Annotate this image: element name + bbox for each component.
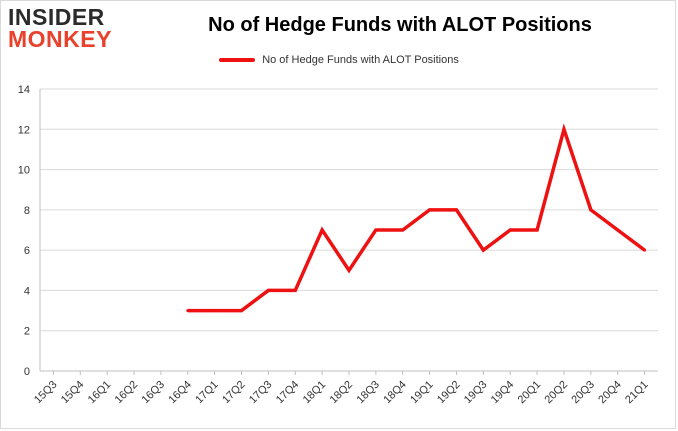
y-tick-label: 8 xyxy=(24,205,30,217)
data-point xyxy=(266,288,270,292)
data-point xyxy=(535,228,539,232)
y-tick-label: 4 xyxy=(24,285,30,297)
x-tick-label: 16Q1 xyxy=(86,379,114,407)
legend-label: No of Hedge Funds with ALOT Positions xyxy=(262,54,459,66)
x-tick-label: 21Q1 xyxy=(623,379,651,407)
x-tick-label: 18Q1 xyxy=(301,379,329,407)
x-tick-label: 17Q4 xyxy=(274,379,302,407)
data-point xyxy=(454,208,458,212)
x-tick-label: 19Q4 xyxy=(489,379,517,407)
data-point xyxy=(589,208,593,212)
x-tick-label: 18Q2 xyxy=(328,379,356,407)
x-tick-label: 17Q3 xyxy=(247,379,275,407)
data-point xyxy=(508,228,512,232)
x-tick-label: 15Q3 xyxy=(32,379,60,407)
y-tick-label: 14 xyxy=(18,84,30,96)
x-tick-label: 17Q1 xyxy=(193,379,221,407)
data-point xyxy=(293,288,297,292)
data-point xyxy=(374,228,378,232)
data-point xyxy=(643,248,647,252)
data-point xyxy=(481,248,485,252)
y-tick-label: 10 xyxy=(18,165,30,177)
x-tick-label: 19Q1 xyxy=(408,379,436,407)
x-tick-label: 20Q1 xyxy=(516,379,544,407)
x-tick-label: 15Q4 xyxy=(59,379,87,407)
logo-line-2: MONKEY xyxy=(8,26,112,52)
legend-swatch xyxy=(219,58,256,63)
series-line xyxy=(187,123,646,313)
x-tick-label: 20Q3 xyxy=(569,379,597,407)
x-tick-label: 19Q3 xyxy=(462,379,490,407)
x-tick-label: 18Q3 xyxy=(354,379,382,407)
data-point xyxy=(428,208,432,212)
x-tick-label: 19Q2 xyxy=(435,379,463,407)
x-tick-label: 17Q2 xyxy=(220,379,248,407)
y-tick-label: 2 xyxy=(24,326,30,338)
data-point xyxy=(401,228,405,232)
data-point xyxy=(213,309,217,313)
data-point xyxy=(616,228,620,232)
y-tick-label: 0 xyxy=(24,366,30,378)
data-point xyxy=(562,127,566,131)
data-point xyxy=(347,268,351,272)
logo-line-1: INSIDER xyxy=(8,4,105,30)
data-point xyxy=(186,309,190,313)
data-point xyxy=(240,309,244,313)
x-tick-label: 20Q2 xyxy=(543,379,571,407)
x-tick-label: 18Q4 xyxy=(381,379,409,407)
x-tick-label: 16Q3 xyxy=(140,379,168,407)
chart-title: No of Hedge Funds with ALOT Positions xyxy=(208,14,592,36)
chart-legend: No of Hedge Funds with ALOT Positions xyxy=(0,54,678,66)
data-point xyxy=(320,228,324,232)
x-tick-label: 20Q4 xyxy=(596,379,624,407)
insider-monkey-logo: INSIDER MONKEY xyxy=(8,4,128,52)
y-tick-label: 12 xyxy=(18,124,30,136)
x-tick-label: 16Q2 xyxy=(113,379,141,407)
x-tick-label: 16Q4 xyxy=(166,379,194,407)
y-tick-label: 6 xyxy=(24,245,30,257)
